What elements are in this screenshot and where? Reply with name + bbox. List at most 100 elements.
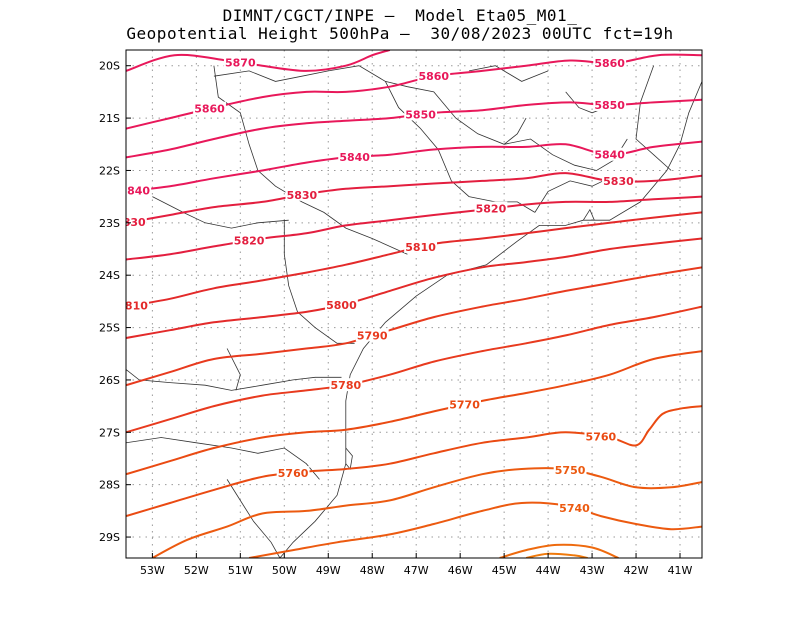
lon-tick-label: 43W: [580, 564, 605, 577]
contour-5730: [499, 543, 619, 558]
coastline-segment: [283, 220, 355, 344]
contour-label: 5740: [559, 502, 590, 515]
contour-label: 5820: [476, 203, 507, 216]
coastline-segment: [126, 369, 342, 391]
contour-5780: [126, 305, 702, 434]
contour-5800: [126, 237, 702, 339]
contour-label-bg: [223, 55, 257, 69]
contour-label-bg: [126, 298, 149, 312]
coastline-segment: [534, 175, 615, 213]
coastline-segment: [213, 65, 408, 255]
contour-label-bg: [232, 233, 266, 247]
coastline-segment: [635, 65, 672, 171]
contour-label-bg: [355, 328, 389, 342]
contour-label-bg: [285, 187, 319, 201]
plot-frame: [125, 49, 703, 559]
lat-tick-label: 20S: [99, 60, 120, 73]
lat-tick-label: 22S: [99, 164, 120, 177]
contour-label: 5800: [326, 299, 357, 312]
contour-label-bg: [193, 101, 226, 115]
contour-5820: [126, 195, 702, 261]
contour-5760: [126, 405, 702, 518]
contour-label-bg: [329, 378, 363, 392]
lat-tick-label: 24S: [99, 269, 120, 282]
lon-tick-label: 42W: [624, 564, 649, 577]
coastline-segment: [126, 437, 320, 480]
contour-label: 5780: [331, 379, 362, 392]
coastline-segment: [345, 447, 353, 470]
contour-label: 5860: [418, 70, 449, 83]
contour-label-bg: [404, 239, 437, 253]
contour-label: 5850: [405, 108, 436, 121]
lat-tick-label: 27S: [99, 426, 120, 439]
contour-label-bg: [325, 297, 358, 311]
contour-label-bg: [417, 69, 451, 83]
contour-label: 5850: [594, 99, 625, 112]
coastline-segment: [385, 81, 628, 171]
lon-tick-label: 41W: [668, 564, 693, 577]
lon-tick-label: 49W: [316, 564, 341, 577]
contour-label: 5820: [234, 235, 265, 248]
contour-label-bg: [558, 501, 591, 515]
coastline-segment: [226, 348, 241, 391]
contour-label: 5830: [115, 216, 146, 229]
lon-tick-label: 50W: [272, 564, 297, 577]
lon-tick-label: 52W: [184, 564, 209, 577]
height-contours: 5870 5860 5860 5860 5850 5850 5840 5840 5840 5830…: [115, 50, 702, 558]
contour-label: 5840: [594, 149, 625, 162]
lon-tick-label: 53W: [140, 564, 165, 577]
contour-label: 5770: [449, 399, 480, 412]
contour-label: 5790: [357, 329, 388, 342]
contour-label: 5760: [586, 430, 617, 443]
contour-label: 5830: [603, 175, 634, 188]
contour-label-bg: [338, 149, 372, 163]
contour-label: 5760: [278, 467, 309, 480]
coastline-segment: [582, 208, 595, 221]
contour-5770: [126, 350, 702, 476]
contour-5810: [126, 211, 702, 308]
coastline-segment: [226, 479, 281, 558]
lon-tick-label: 47W: [404, 564, 429, 577]
contour-label: 5810: [117, 299, 148, 312]
coastline-segment: [152, 196, 289, 229]
contour-label: 5830: [287, 189, 318, 202]
contour-5740: [248, 501, 702, 558]
contour-label-bg: [126, 215, 147, 229]
lon-tick-label: 46W: [448, 564, 473, 577]
contour-5750: [151, 467, 702, 558]
coastline-segment: [503, 117, 527, 145]
contour-5790: [126, 266, 702, 387]
contour-label-bg: [474, 201, 508, 215]
map-title-line-1: DIMNT/CGCT/INPE – Model Eta05_M01_: [222, 6, 578, 25]
contour-label: 5810: [405, 241, 436, 254]
contour-label-bg: [276, 466, 310, 480]
contour-label-bg: [448, 397, 481, 411]
contour-label-bg: [584, 429, 618, 443]
lon-tick-label: 51W: [228, 564, 253, 577]
lat-tick-label: 23S: [99, 217, 120, 230]
contour-5720: [525, 552, 588, 558]
axis-ticks: 53W 52W 51W 50W 49W 48W 47W 46W 45W 44W 43W 42W 41W 2…: [99, 60, 693, 577]
contour-label: 5750: [555, 464, 586, 477]
lat-tick-label: 28S: [99, 479, 120, 492]
lat-tick-label: 21S: [99, 112, 120, 125]
contour-label: 5840: [119, 184, 150, 197]
lon-tick-label: 44W: [536, 564, 561, 577]
contour-5870: [126, 50, 391, 72]
contour-label: 5870: [225, 56, 256, 69]
map-title-line-2: Geopotential Height 500hPa – 30/08/2023 …: [126, 24, 674, 43]
coastline-segment: [468, 65, 549, 82]
lat-tick-label: 29S: [99, 531, 120, 544]
lat-tick-label: 25S: [99, 322, 120, 335]
contour-label-bg: [404, 107, 437, 121]
contour-label: 5860: [594, 57, 625, 70]
lat-tick-label: 26S: [99, 374, 120, 387]
contour-label: 5840: [339, 151, 370, 164]
contour-label-bg: [602, 173, 635, 187]
lon-tick-label: 48W: [360, 564, 385, 577]
contour-label: 5860: [194, 103, 225, 116]
contour-label-bg: [126, 183, 152, 197]
contour-label-bg: [593, 147, 627, 161]
contour-label-bg: [593, 97, 627, 111]
